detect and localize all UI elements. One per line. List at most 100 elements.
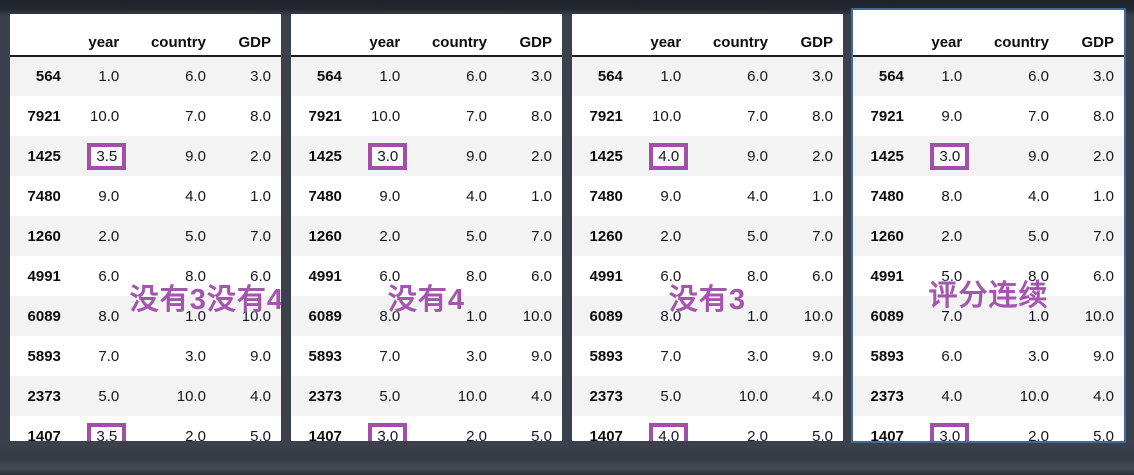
table-row: 5893 7.0 3.0 9.0 (10, 336, 281, 376)
highlighted-year-cell: 4.0 (649, 423, 689, 441)
column-header-year: year (66, 14, 130, 57)
cell-gdp: 4.0 (250, 387, 271, 405)
column-header-gdp: GDP (1058, 14, 1124, 57)
table-row: 2373 4.0 10.0 4.0 (853, 376, 1124, 416)
cell-gdp: 8.0 (812, 107, 833, 125)
table-row: 2373 5.0 10.0 4.0 (291, 376, 562, 416)
cell-year: 9.0 (98, 187, 120, 205)
row-index: 2373 (870, 387, 904, 405)
table-row: 4991 6.0 8.0 6.0 (10, 256, 281, 296)
dataframe-table: year country GDP 564 1.0 6.0 3.0 7921 10.0 7.0 8.… (10, 14, 281, 441)
row-index: 1425 (308, 147, 342, 165)
index-corner (572, 14, 629, 57)
cell-year: 9.0 (660, 187, 682, 205)
row-index: 4991 (308, 267, 342, 285)
row-index: 1260 (589, 227, 623, 245)
cell-gdp: 3.0 (1093, 68, 1114, 85)
cell-country: 5.0 (185, 227, 206, 245)
table-row: 564 1.0 6.0 3.0 (10, 56, 281, 96)
table-row: 7480 9.0 4.0 1.0 (572, 176, 843, 216)
cell-country: 6.0 (185, 68, 206, 85)
highlighted-year-cell: 3.5 (87, 423, 127, 441)
cell-year: 5.0 (660, 387, 682, 405)
cell-gdp: 10.0 (803, 307, 833, 325)
cell-year: 1.0 (660, 68, 682, 85)
row-index: 564 (878, 68, 904, 85)
table-body: 564 1.0 6.0 3.0 7921 10.0 7.0 8.0 1425 3.0 9.0 2.0 7… (291, 56, 562, 441)
cell-year: 8.0 (98, 307, 120, 325)
dataframe-table: year country GDP 564 1.0 6.0 3.0 7921 10.0 7.0 8.… (572, 14, 843, 441)
table-header: year country GDP (10, 14, 281, 57)
cell-gdp: 2.0 (250, 147, 271, 165)
table-row: 564 1.0 6.0 3.0 (572, 56, 843, 96)
row-index: 1425 (589, 147, 623, 165)
table-row: 1425 3.0 9.0 2.0 (291, 136, 562, 176)
cell-gdp: 5.0 (1093, 427, 1114, 442)
cell-country: 9.0 (747, 147, 768, 165)
cell-gdp: 9.0 (812, 347, 833, 365)
cell-year: 7.0 (98, 347, 120, 365)
row-index: 7921 (589, 107, 623, 125)
cell-gdp: 6.0 (531, 267, 552, 285)
row-index: 2373 (589, 387, 623, 405)
cell-year: 3.0 (348, 416, 410, 441)
index-corner (853, 14, 910, 57)
column-header-gdp: GDP (777, 14, 843, 57)
cell-country: 5.0 (466, 227, 487, 245)
cell-year: 2.0 (660, 227, 682, 245)
row-index: 564 (597, 68, 623, 85)
cell-gdp: 5.0 (531, 427, 552, 442)
table-row: 5893 7.0 3.0 9.0 (291, 336, 562, 376)
row-index: 6089 (27, 307, 61, 325)
table-row: 1260 2.0 5.0 7.0 (853, 216, 1124, 256)
cell-gdp: 9.0 (1093, 347, 1114, 365)
cell-gdp: 8.0 (250, 107, 271, 125)
cell-country: 8.0 (1028, 267, 1049, 285)
table-row: 6089 7.0 1.0 10.0 (853, 296, 1124, 336)
table-row: 6089 8.0 1.0 10.0 (291, 296, 562, 336)
row-index: 5893 (27, 347, 61, 365)
cell-gdp: 5.0 (250, 427, 271, 442)
row-index: 1260 (27, 227, 61, 245)
column-header-year: year (628, 14, 692, 57)
cell-gdp: 5.0 (812, 427, 833, 442)
table-row: 1425 4.0 9.0 2.0 (572, 136, 843, 176)
cell-year: 4.0 (629, 416, 691, 441)
cell-year: 5.0 (379, 387, 401, 405)
cell-country: 2.0 (1028, 427, 1049, 442)
row-index: 7921 (870, 107, 904, 125)
cell-year: 7.0 (379, 347, 401, 365)
row-index: 7480 (870, 187, 904, 205)
cell-gdp: 1.0 (250, 187, 271, 205)
cell-country: 7.0 (185, 107, 206, 125)
table-row: 1260 2.0 5.0 7.0 (10, 216, 281, 256)
table-row: 7921 10.0 7.0 8.0 (572, 96, 843, 136)
cell-gdp: 10.0 (241, 307, 271, 325)
highlighted-year-cell: 3.0 (368, 143, 408, 171)
table-header: year country GDP (572, 14, 843, 57)
cell-country: 1.0 (466, 307, 487, 325)
cell-country: 7.0 (466, 107, 487, 125)
row-index: 2373 (308, 387, 342, 405)
table-row: 7480 9.0 4.0 1.0 (10, 176, 281, 216)
cell-gdp: 3.0 (812, 68, 833, 85)
cell-year: 9.0 (379, 187, 401, 205)
cell-year: 2.0 (941, 227, 963, 245)
cell-country: 2.0 (747, 427, 768, 442)
cell-gdp: 8.0 (531, 107, 552, 125)
table-row: 1425 3.5 9.0 2.0 (10, 136, 281, 176)
cell-year: 5.0 (941, 267, 963, 285)
cell-gdp: 4.0 (812, 387, 833, 405)
table-row: 4991 6.0 8.0 6.0 (291, 256, 562, 296)
cell-gdp: 6.0 (250, 267, 271, 285)
row-index: 1407 (589, 427, 623, 442)
row-index: 564 (316, 68, 342, 85)
table-row: 4991 5.0 8.0 6.0 (853, 256, 1124, 296)
cell-country: 6.0 (1028, 68, 1049, 85)
cell-year: 4.0 (629, 136, 691, 176)
table-row: 1260 2.0 5.0 7.0 (291, 216, 562, 256)
cell-country: 10.0 (1019, 387, 1049, 405)
cell-country: 8.0 (185, 267, 206, 285)
table-row: 1425 3.0 9.0 2.0 (853, 136, 1124, 176)
column-header-gdp: GDP (496, 14, 562, 57)
